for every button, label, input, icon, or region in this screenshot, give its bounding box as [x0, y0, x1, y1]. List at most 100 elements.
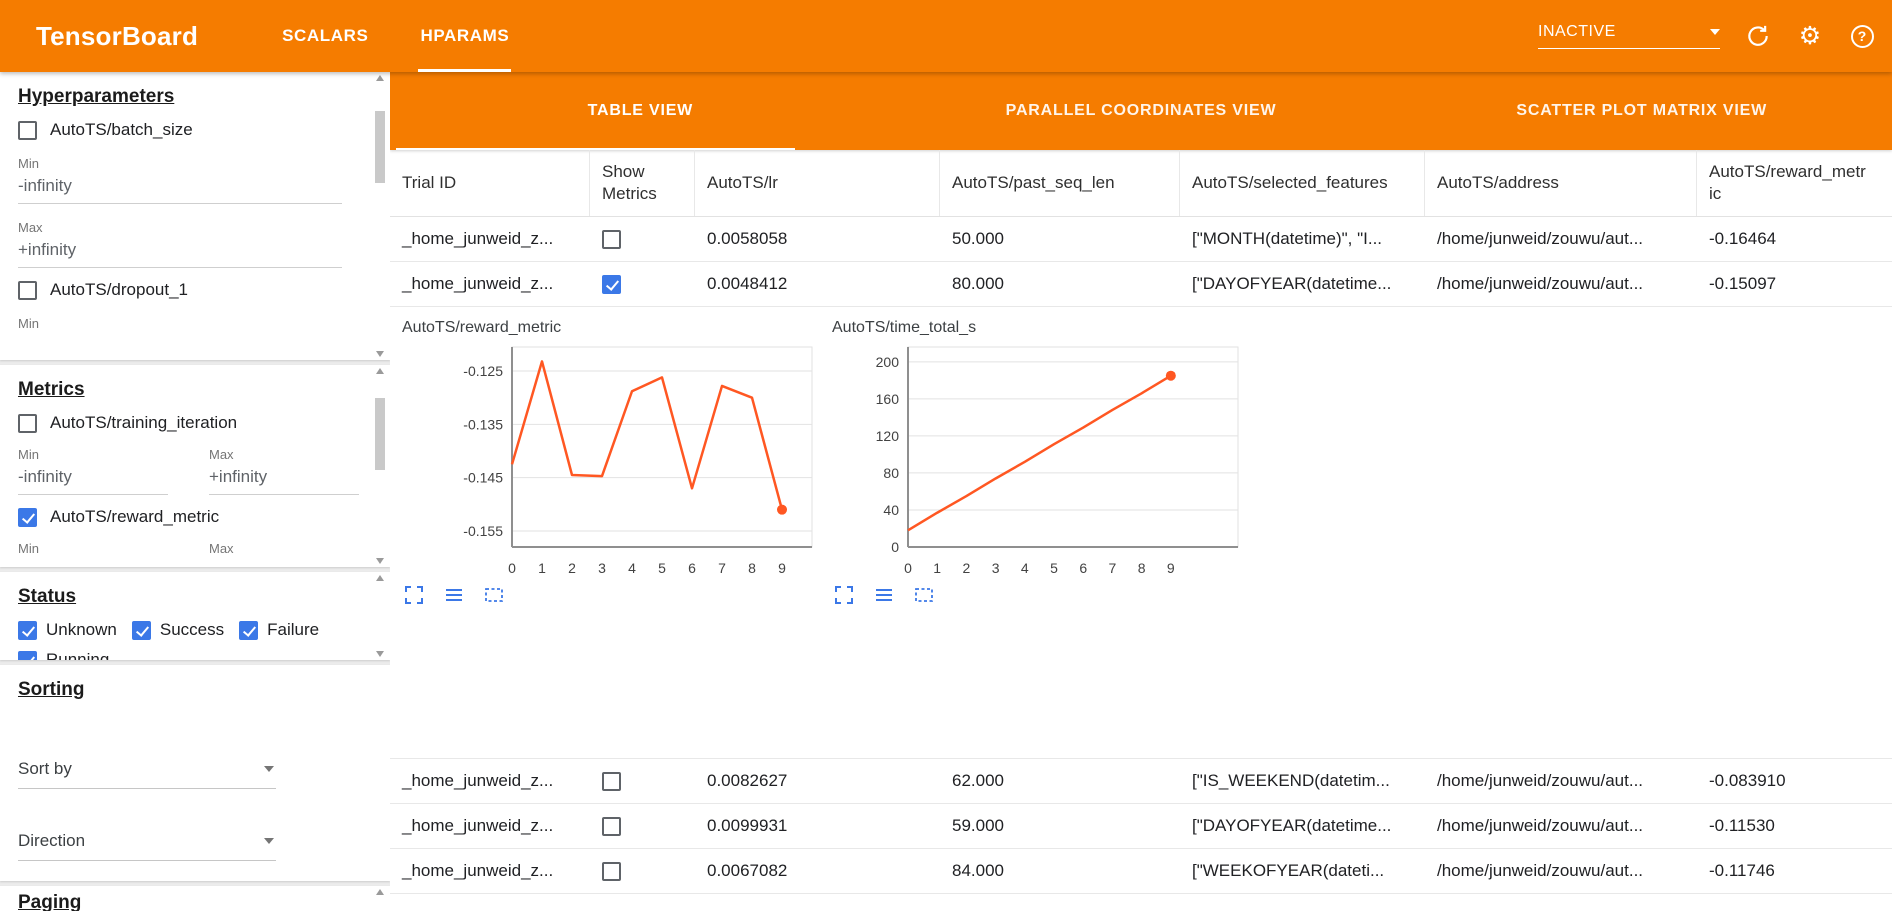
lines-icon[interactable] — [874, 585, 894, 605]
sort-by-value: Sort by — [18, 759, 72, 778]
svg-text:-0.135: -0.135 — [463, 416, 503, 432]
show-metrics-checkbox[interactable] — [602, 229, 621, 249]
section-title-paging: Paging — [18, 892, 82, 911]
address-cell: /home/junweid/zouwu/aut... — [1437, 274, 1644, 293]
refresh-glyph — [1748, 25, 1768, 46]
paging-section: Paging — [0, 886, 390, 911]
scrollbar[interactable] — [374, 368, 387, 564]
scrollbar-thumb[interactable] — [375, 398, 385, 470]
trial-id-cell: _home_junweid_z... — [402, 816, 554, 835]
status-running-checkbox[interactable] — [18, 650, 37, 660]
chevron-down-icon — [264, 838, 274, 844]
field-label: Min — [18, 541, 39, 556]
help-icon[interactable]: ? — [1848, 22, 1876, 50]
status-failure-checkbox[interactable] — [239, 620, 259, 640]
metric-checkbox[interactable] — [18, 507, 37, 527]
scroll-down-icon[interactable] — [376, 351, 384, 357]
zoom-select-icon[interactable] — [914, 585, 934, 605]
status-running-label: Running — [46, 650, 110, 660]
scroll-up-icon[interactable] — [376, 75, 384, 81]
trial-id-cell: _home_junweid_z... — [402, 861, 554, 880]
chart-actions — [404, 585, 824, 605]
column-header: AutoTS/lr — [695, 150, 940, 216]
svg-text:7: 7 — [1109, 560, 1117, 576]
scroll-down-icon[interactable] — [376, 558, 384, 564]
show-metrics-checkbox[interactable] — [602, 816, 621, 836]
section-title-hyperparameters: Hyperparameters — [18, 86, 175, 107]
sort-by-select[interactable]: Sort by — [18, 753, 276, 789]
show-metrics-checkbox[interactable] — [602, 274, 621, 294]
hparam-checkbox[interactable] — [18, 280, 37, 300]
table-row: _home_junweid_z... 0.0048412 80.000 ["DAYOF… — [390, 262, 1892, 307]
view-tab-scatter-plot-matrix-view[interactable]: SCATTER PLOT MATRIX VIEW — [1516, 102, 1767, 119]
lr-cell: 0.0082627 — [707, 771, 788, 790]
svg-text:8: 8 — [1138, 560, 1146, 576]
zoom-select-icon[interactable] — [484, 585, 504, 605]
address-cell: /home/junweid/zouwu/aut... — [1437, 771, 1644, 790]
gear-glyph: ⚙ — [1798, 21, 1822, 50]
status-success-row: Success — [131, 620, 224, 640]
scroll-up-icon[interactable] — [376, 575, 384, 581]
refresh-icon[interactable] — [1744, 22, 1772, 50]
svg-text:80: 80 — [883, 465, 899, 481]
chevron-down-icon — [1710, 29, 1720, 35]
table-row: _home_junweid_z... 0.0058058 50.000 ["MONTH… — [390, 217, 1892, 262]
table-header-row: Trial ID Show Metrics AutoTS/lr AutoTS/past… — [390, 150, 1892, 217]
field-input[interactable]: +infinity — [209, 462, 359, 495]
metric-label: AutoTS/training_iteration — [50, 413, 238, 432]
view-tab-table-view[interactable]: TABLE VIEW — [390, 72, 891, 150]
chart-plot[interactable]: -0.125 -0.135 -0.145 -0.155 0 1 2 3 4 5 6 7 8 9 — [400, 339, 820, 579]
status-unknown-checkbox[interactable] — [18, 620, 37, 640]
minmax-row: Min -infinity Max +infinity — [18, 437, 360, 495]
run-status-dropdown[interactable]: INACTIVE — [1538, 23, 1720, 49]
scroll-down-icon[interactable] — [376, 651, 384, 657]
status-success-checkbox[interactable] — [131, 620, 151, 640]
reward-metric-cell: -0.083910 — [1709, 771, 1786, 790]
settings-icon[interactable]: ⚙ — [1796, 22, 1824, 50]
show-metrics-checkbox[interactable] — [602, 861, 621, 881]
show-metrics-cell — [590, 816, 695, 836]
direction-select[interactable]: Direction — [18, 825, 276, 861]
scroll-up-icon[interactable] — [376, 368, 384, 374]
minmax-col: Max +infinity — [209, 437, 360, 495]
metric-checkbox[interactable] — [18, 413, 37, 433]
chart-plot[interactable]: 0 40 80 120 160 200 0 1 2 3 4 5 6 7 8 9 — [830, 339, 1250, 579]
hparam-row: AutoTS/dropout_1 — [18, 280, 360, 300]
scrollbar[interactable] — [374, 575, 387, 657]
chart-title: AutoTS/time_total_s — [832, 319, 977, 336]
show-metrics-checkbox[interactable] — [602, 771, 621, 791]
lines-icon[interactable] — [444, 585, 464, 605]
toolbar-actions: INACTIVE ⚙ ? — [1538, 22, 1876, 50]
metrics-charts-block: AutoTS/reward_metric -0.125 -0.135 -0.145 -0… — [390, 307, 1892, 759]
expand-icon[interactable] — [404, 585, 424, 605]
show-metrics-cell — [590, 229, 695, 249]
svg-text:2: 2 — [568, 560, 576, 576]
scrollbar[interactable] — [374, 889, 387, 908]
scrollbar-thumb[interactable] — [375, 111, 385, 183]
toolbar-tab-hparams[interactable]: HPARAMS — [394, 0, 535, 72]
svg-text:9: 9 — [1167, 560, 1175, 576]
status-unknown-row: Unknown — [18, 620, 117, 640]
svg-text:1: 1 — [933, 560, 941, 576]
svg-text:40: 40 — [883, 502, 899, 518]
past-seq-len-cell: 84.000 — [952, 861, 1004, 880]
svg-text:-0.155: -0.155 — [463, 523, 503, 539]
hparam-label: AutoTS/dropout_1 — [50, 280, 188, 299]
field-input[interactable]: +infinity — [18, 235, 342, 268]
field-input[interactable]: -infinity — [18, 462, 168, 495]
view-tab-parallel-coordinates-view[interactable]: PARALLEL COORDINATES VIEW — [1005, 102, 1277, 119]
expand-icon[interactable] — [834, 585, 854, 605]
hparam-checkbox[interactable] — [18, 120, 37, 140]
toolbar-tab-scalars[interactable]: SCALARS — [282, 26, 369, 45]
scroll-up-icon[interactable] — [376, 889, 384, 895]
view-tabs: TABLE VIEW PARALLEL COORDINATES VIEW SCATT… — [390, 72, 1892, 150]
field-input[interactable]: -infinity — [18, 171, 342, 204]
reward-metric-cell: -0.11746 — [1709, 861, 1775, 880]
svg-text:3: 3 — [992, 560, 1000, 576]
status-failure-row: Failure — [239, 620, 319, 640]
scrollbar[interactable] — [374, 75, 387, 357]
svg-text:-0.125: -0.125 — [463, 363, 503, 379]
svg-text:8: 8 — [748, 560, 756, 576]
svg-text:2: 2 — [963, 560, 971, 576]
table-row: _home_junweid_z... 0.0067082 84.000 ["WEEKO… — [390, 849, 1892, 894]
